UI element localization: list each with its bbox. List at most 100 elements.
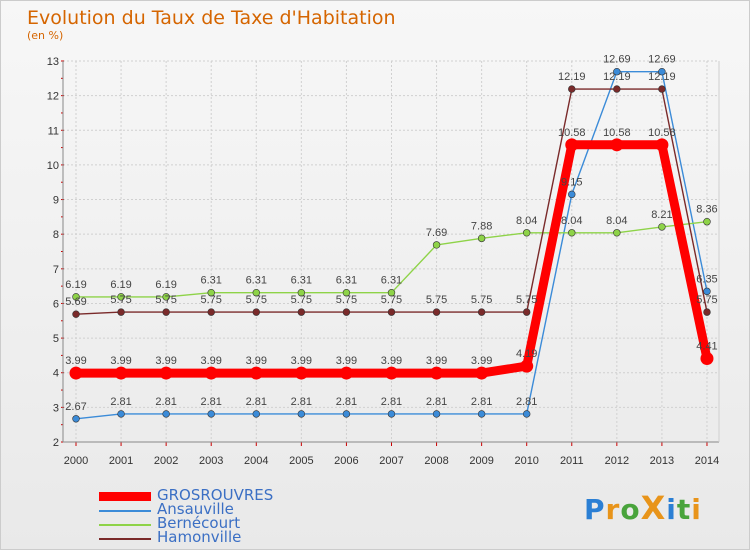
data-point: [522, 410, 531, 418]
data-point: [159, 366, 173, 380]
y-tick-label: 3: [53, 402, 59, 414]
data-label: 5.75: [110, 294, 131, 306]
data-point: [117, 410, 125, 418]
y-tick-label: 4: [53, 368, 59, 380]
data-label: 3.99: [426, 355, 447, 367]
data-label: 6.19: [110, 279, 131, 291]
data-point: [475, 366, 489, 380]
data-point: [655, 138, 669, 152]
data-point: [432, 308, 441, 316]
data-point: [162, 410, 170, 418]
data-label: 12.69: [603, 54, 631, 66]
x-tick-label: 2007: [379, 455, 403, 467]
axis-layer: 2 3 4 5 6 7 8 9 10 11 12 13 2000 2001 2002 2003 2004 2005…: [47, 56, 720, 467]
data-label: 4.41: [696, 341, 717, 353]
data-label: 2.81: [110, 396, 131, 408]
data-point: [117, 308, 125, 316]
x-tick-label: 2009: [469, 455, 493, 467]
data-label: 5.75: [200, 294, 221, 306]
data-point: [432, 241, 441, 249]
data-point: [297, 410, 306, 418]
data-point: [252, 410, 260, 418]
data-label: 8.36: [696, 204, 717, 216]
data-label: 7.69: [426, 227, 447, 239]
data-point: [565, 138, 579, 152]
x-tick-label: 2011: [560, 455, 584, 467]
logo-letter: r: [605, 493, 621, 526]
logo-letter: i: [666, 493, 677, 526]
logo-letter: i: [691, 493, 702, 526]
legend-swatch: [99, 538, 151, 540]
data-point: [342, 410, 351, 418]
logo-letter: o: [620, 493, 641, 526]
data-label: 3.99: [381, 355, 402, 367]
data-point: [72, 415, 80, 423]
y-tick-label: 13: [47, 56, 59, 68]
data-point: [700, 352, 714, 366]
proxiti-logo: ProXiti: [584, 489, 702, 527]
data-point: [613, 85, 621, 93]
legend-swatch: [99, 524, 151, 526]
data-label: 3.99: [246, 355, 267, 367]
data-label: 3.99: [471, 355, 492, 367]
data-label: 2.67: [65, 401, 86, 413]
x-tick-label: 2004: [244, 455, 268, 467]
x-tick-label: 2013: [650, 455, 674, 467]
data-point: [294, 366, 308, 380]
data-label: 3.99: [65, 355, 86, 367]
data-label: 2.81: [291, 396, 312, 408]
x-tick-label: 2000: [64, 455, 88, 467]
logo-letter: P: [584, 493, 606, 526]
data-label: 2.81: [246, 396, 267, 408]
data-point: [522, 229, 531, 237]
data-label: 12.19: [558, 71, 586, 83]
data-point: [204, 366, 218, 380]
y-tick-label: 5: [53, 333, 59, 345]
data-point: [297, 308, 306, 316]
data-label: 5.75: [696, 294, 717, 306]
data-point: [69, 366, 83, 380]
data-label: 2.81: [381, 396, 402, 408]
data-point: [387, 289, 396, 297]
data-point: [387, 308, 396, 316]
data-label: 3.99: [110, 355, 131, 367]
data-label: 4.19: [516, 348, 537, 360]
data-point: [430, 366, 444, 380]
data-point: [658, 223, 666, 231]
data-label: 9.15: [561, 176, 582, 188]
data-label: 12.69: [648, 54, 676, 66]
data-point: [249, 366, 263, 380]
chart-title: Evolution du Taux de Taxe d'Habitation: [27, 7, 396, 29]
data-label: 6.31: [381, 275, 402, 287]
data-label: 2.81: [200, 396, 221, 408]
data-label: 5.75: [291, 294, 312, 306]
data-point: [207, 308, 215, 316]
legend-label: Ansauville: [157, 500, 234, 518]
data-point: [72, 293, 80, 301]
y-tick-label: 7: [53, 264, 59, 276]
data-point: [658, 68, 666, 76]
grid-layer: [63, 60, 719, 443]
data-point: [703, 308, 711, 316]
data-point: [613, 68, 621, 76]
data-point: [477, 234, 486, 243]
data-label: 6.35: [696, 273, 717, 285]
y-tick-label: 11: [48, 125, 59, 137]
data-point: [703, 287, 711, 296]
data-point: [252, 289, 260, 297]
data-point: [162, 308, 170, 316]
data-label: 10.58: [648, 127, 676, 139]
data-point: [207, 289, 215, 297]
data-label: 3.99: [200, 355, 221, 367]
data-point: [72, 310, 80, 318]
data-point: [568, 85, 576, 93]
data-point: [114, 366, 128, 380]
data-point: [477, 410, 486, 418]
data-label: 5.75: [381, 294, 402, 306]
data-label: 5.75: [336, 294, 357, 306]
data-point: [342, 308, 351, 316]
data-label: 8.04: [516, 215, 537, 227]
data-label: 6.31: [336, 275, 357, 287]
data-label: 5.75: [471, 294, 492, 306]
